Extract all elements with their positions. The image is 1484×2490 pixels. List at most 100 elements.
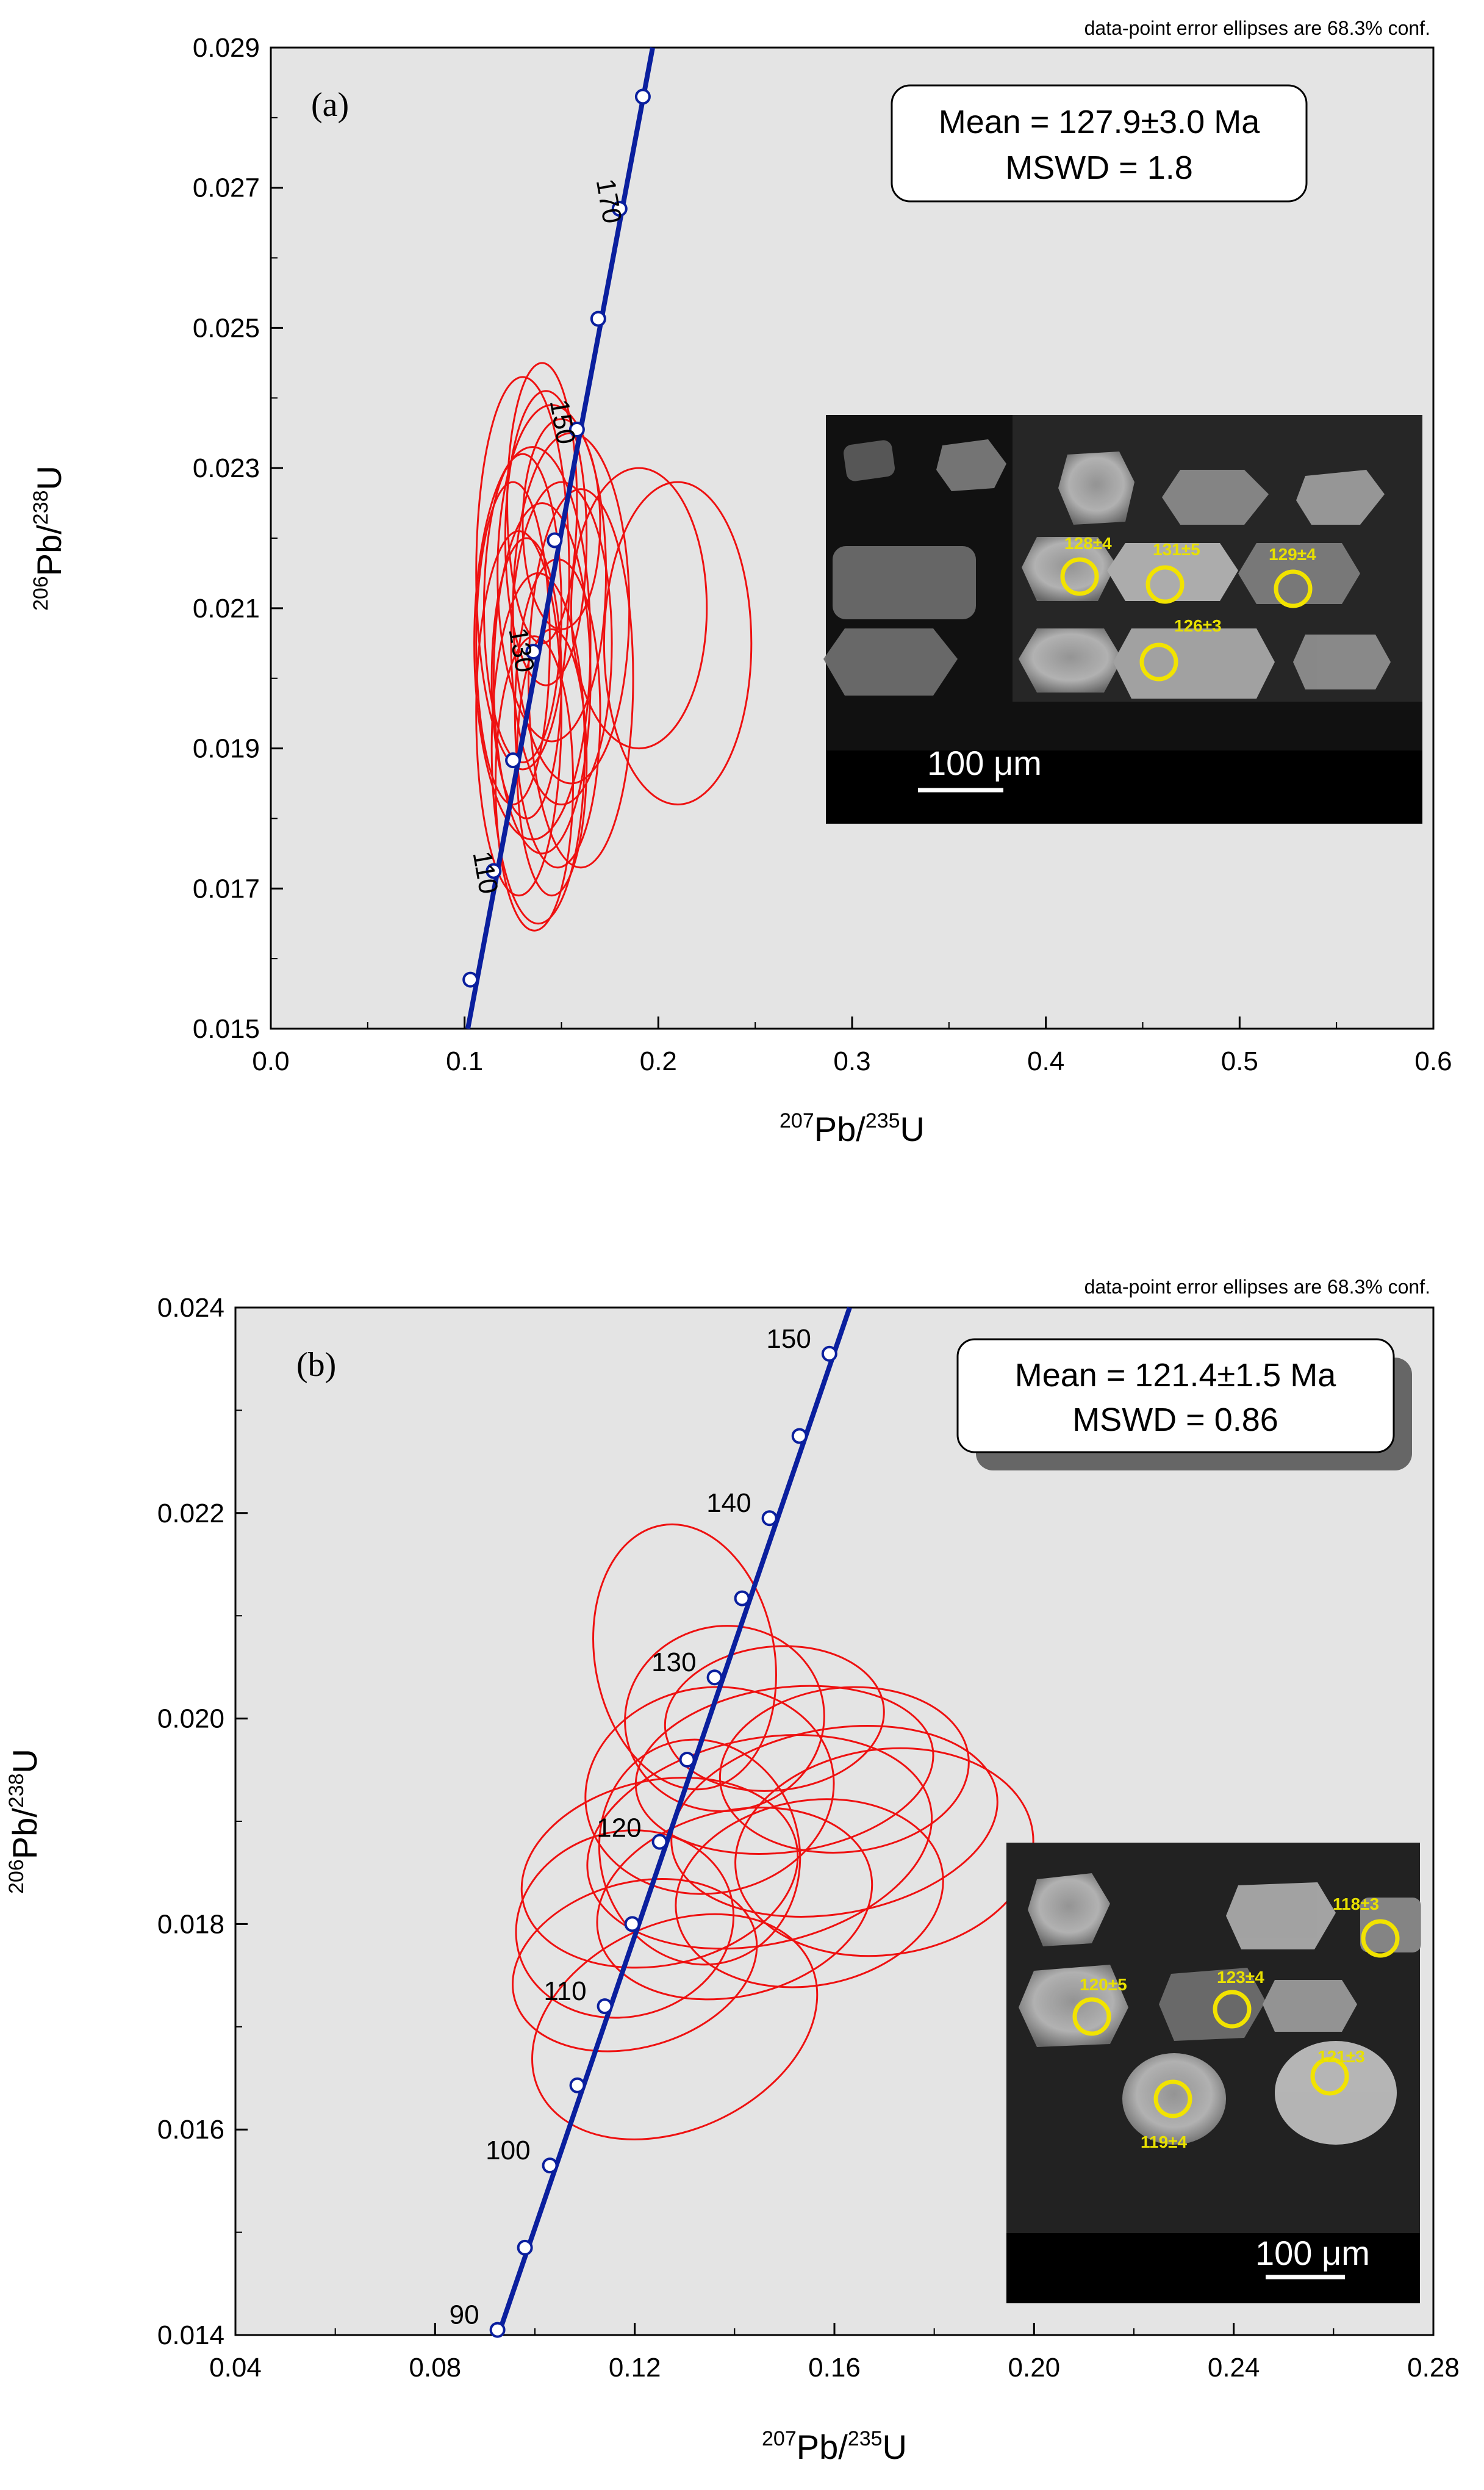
error-ellipse bbox=[515, 1829, 735, 2019]
concordia-age-labels-b: 90 100 110 120 130 140 150 bbox=[450, 1324, 811, 2330]
y-tick-label: 0.022 bbox=[157, 1499, 224, 1528]
error-ellipse bbox=[584, 1686, 835, 1895]
concordia-age-marker bbox=[462, 971, 479, 988]
x-axis-label-a: 207Pb/235U bbox=[780, 1109, 925, 1148]
concordia-age-marker bbox=[611, 201, 628, 217]
x-tick-label: 0.3 bbox=[833, 1046, 870, 1076]
x-tick-label: 0.28 bbox=[1407, 2353, 1460, 2383]
error-ellipse bbox=[596, 1807, 873, 2001]
error-ellipses-a bbox=[473, 362, 753, 932]
error-ellipse bbox=[475, 376, 570, 771]
panel-b: data-point error ellipses are 68.3% conf… bbox=[5, 1276, 1460, 2466]
inset-spot-label: 128±4 bbox=[1064, 534, 1112, 553]
y-tick-label: 0.020 bbox=[157, 1704, 224, 1734]
stat-mswd-a: MSWD = 1.8 bbox=[1005, 149, 1193, 186]
error-ellipse bbox=[664, 1645, 885, 1792]
y-tick-label: 0.024 bbox=[157, 1293, 224, 1323]
inset-spot-label: 131±5 bbox=[1153, 540, 1200, 559]
concordia-age-marker bbox=[547, 532, 563, 549]
x-tick-label: 0.20 bbox=[1008, 2353, 1061, 2383]
concordia-age-marker bbox=[761, 1510, 778, 1527]
concordia-age-label: 130 bbox=[651, 1647, 696, 1677]
x-ticks-b: 0.04 0.08 0.12 0.16 0.20 0.24 0.28 bbox=[209, 2323, 1460, 2383]
y-tick-label: 0.017 bbox=[193, 874, 260, 904]
error-note-a: data-point error ellipses are 68.3% conf… bbox=[1084, 17, 1430, 39]
concordia-age-marker bbox=[791, 1428, 808, 1444]
concordia-age-marker bbox=[517, 2239, 533, 2256]
error-ellipse bbox=[719, 1686, 970, 1854]
concordia-age-marker bbox=[568, 421, 585, 437]
y-tick-label: 0.027 bbox=[193, 173, 260, 203]
concordia-age-marker bbox=[542, 2157, 558, 2174]
error-ellipse bbox=[675, 1798, 944, 1988]
concordia-points-a bbox=[462, 88, 651, 988]
error-ellipse bbox=[592, 1523, 777, 1791]
y-tick-label: 0.021 bbox=[193, 594, 260, 624]
concordia-age-marker bbox=[651, 1833, 668, 1850]
error-ellipse bbox=[522, 418, 601, 630]
y-tick-label: 0.019 bbox=[193, 734, 260, 764]
x-tick-label: 0.24 bbox=[1208, 2353, 1260, 2383]
x-tick-label: 0.0 bbox=[252, 1046, 289, 1076]
error-ellipse bbox=[504, 390, 588, 686]
error-ellipse bbox=[520, 1776, 799, 1969]
y-ticks-a: 0.015 0.017 0.019 0.021 0.023 0.025 0.027 0.029 bbox=[193, 33, 283, 1044]
error-ellipse bbox=[634, 1685, 934, 1855]
concordia-age-marker bbox=[569, 2077, 586, 2093]
x-tick-label: 0.6 bbox=[1414, 1046, 1452, 1076]
x-tick-label: 0.1 bbox=[446, 1046, 483, 1076]
error-ellipse bbox=[598, 1738, 801, 1966]
error-ellipse bbox=[527, 488, 634, 869]
error-ellipse bbox=[531, 1913, 819, 2140]
inset-spot-label: 120±5 bbox=[1080, 1975, 1127, 1994]
error-ellipse bbox=[603, 481, 753, 805]
y-tick-label: 0.018 bbox=[157, 1909, 224, 1939]
x-tick-label: 0.04 bbox=[209, 2353, 262, 2383]
concordia-age-marker bbox=[734, 1590, 750, 1607]
error-ellipse bbox=[586, 1734, 933, 1950]
y-tick-label: 0.015 bbox=[193, 1014, 260, 1044]
inset-cl-image-b: 118±3 120±5 123±4 121±3 119±4 100 μm bbox=[1006, 1843, 1421, 2303]
concordia-age-marker bbox=[505, 752, 522, 769]
scale-label: 100 μm bbox=[1255, 2234, 1370, 2272]
error-note-b: data-point error ellipses are 68.3% conf… bbox=[1084, 1276, 1430, 1298]
error-ellipses-b bbox=[512, 1523, 1034, 2140]
x-tick-label: 0.12 bbox=[609, 2353, 661, 2383]
error-ellipse bbox=[494, 635, 575, 932]
x-tick-label: 0.5 bbox=[1221, 1046, 1258, 1076]
y-tick-label: 0.014 bbox=[157, 2320, 224, 2350]
error-ellipse bbox=[670, 1725, 998, 1918]
concordia-age-marker bbox=[489, 2322, 506, 2338]
concordia-age-label: 100 bbox=[486, 2136, 530, 2165]
y-axis-label-b: 206Pb/238U bbox=[5, 1749, 44, 1894]
y-tick-label: 0.025 bbox=[193, 313, 260, 343]
concordia-age-marker bbox=[679, 1751, 695, 1768]
x-tick-label: 0.08 bbox=[409, 2353, 462, 2383]
inset-spot-label: 118±3 bbox=[1333, 1894, 1379, 1913]
concordia-age-label: 90 bbox=[450, 2300, 479, 2330]
stat-box-a: Mean = 127.9±3.0 Ma MSWD = 1.8 bbox=[891, 84, 1308, 203]
x-tick-label: 0.16 bbox=[808, 2353, 861, 2383]
y-axis-label-a: 206Pb/238U bbox=[29, 466, 68, 611]
concordia-age-marker bbox=[624, 1916, 640, 1932]
concordia-age-marker bbox=[634, 88, 651, 105]
concordia-age-marker bbox=[706, 1669, 723, 1686]
inset-spot-label: 129±4 bbox=[1269, 545, 1316, 564]
concordia-age-marker bbox=[525, 644, 542, 660]
inset-spot-label: 123±4 bbox=[1217, 1968, 1264, 1987]
inset-spot-label: 126±3 bbox=[1174, 616, 1222, 635]
x-ticks-a: 0.0 0.1 0.2 0.3 0.4 0.5 0.6 bbox=[252, 1017, 1452, 1076]
error-ellipse bbox=[510, 481, 613, 805]
concordia-age-marker bbox=[590, 311, 606, 327]
panel-label-b: (b) bbox=[296, 1346, 336, 1384]
concordia-age-label: 150 bbox=[766, 1324, 811, 1354]
concordia-age-marker bbox=[597, 1998, 613, 2015]
inset-spot-label: 119±4 bbox=[1141, 2132, 1188, 2151]
x-tick-label: 0.4 bbox=[1027, 1046, 1064, 1076]
x-axis-label-b: 207Pb/235U bbox=[762, 2427, 907, 2466]
stat-mean-b: Mean = 121.4±1.5 Ma bbox=[1015, 1357, 1336, 1394]
error-ellipse bbox=[475, 481, 551, 805]
concordia-age-label: 140 bbox=[706, 1488, 751, 1518]
concordia-age-marker bbox=[486, 863, 502, 879]
